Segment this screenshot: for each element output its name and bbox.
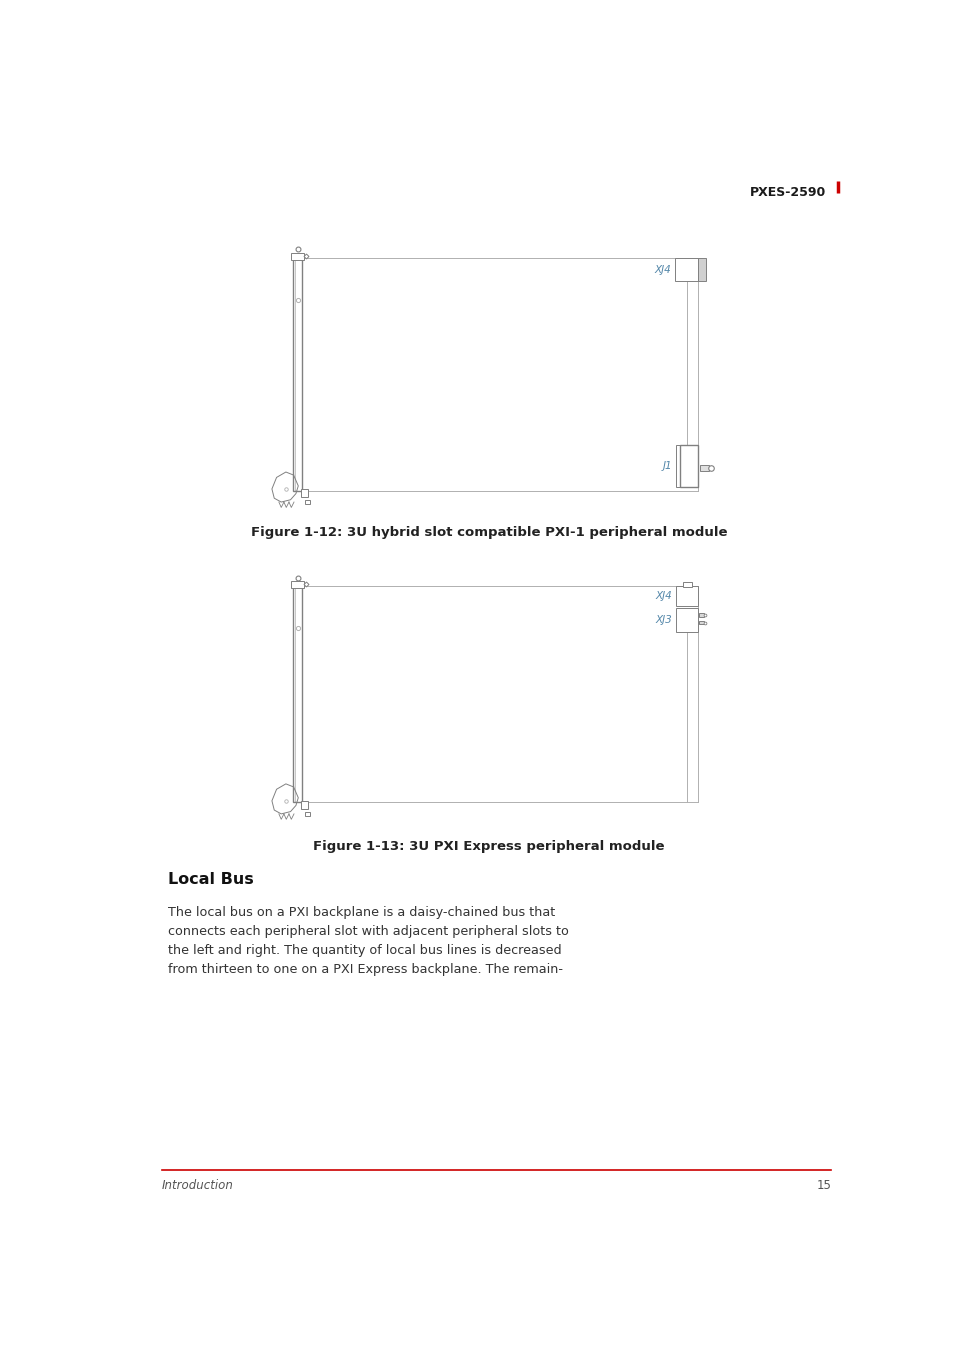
Bar [698, 259, 705, 282]
Bar [679, 445, 698, 487]
Text: PXES-2590: PXES-2590 [749, 185, 825, 199]
Bar [291, 253, 304, 260]
Text: XJ4: XJ4 [655, 590, 672, 601]
Text: 15: 15 [816, 1179, 831, 1192]
Bar [674, 259, 698, 282]
Text: J1: J1 [662, 462, 672, 471]
Bar [305, 500, 310, 504]
Text: Figure 1-12: 3U hybrid slot compatible PXI-1 peripheral module: Figure 1-12: 3U hybrid slot compatible P… [251, 525, 726, 539]
Bar [699, 613, 703, 617]
Bar [682, 582, 691, 586]
Bar [699, 620, 703, 624]
Bar [293, 586, 302, 803]
Text: Figure 1-13: 3U PXI Express peripheral module: Figure 1-13: 3U PXI Express peripheral m… [313, 839, 664, 853]
Bar [291, 581, 304, 588]
Bar [676, 445, 698, 487]
Text: The local bus on a PXI backplane is a daisy-chained bus that
connects each perip: The local bus on a PXI backplane is a da… [168, 906, 568, 976]
Bar [676, 608, 698, 632]
Text: Introduction: Introduction [162, 1179, 233, 1192]
Bar [676, 586, 698, 607]
Bar [293, 259, 302, 490]
Bar [300, 489, 308, 497]
Bar [305, 811, 310, 816]
Text: XJ3: XJ3 [655, 615, 672, 624]
Bar [300, 800, 308, 808]
Text: Local Bus: Local Bus [168, 872, 253, 887]
Text: XJ4: XJ4 [654, 264, 670, 275]
Bar [699, 466, 708, 471]
